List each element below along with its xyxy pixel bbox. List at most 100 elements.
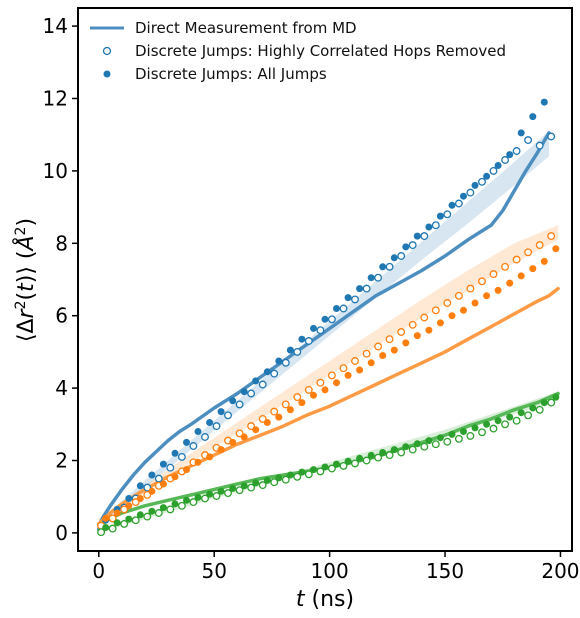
- open-point-series-2: [512, 255, 521, 264]
- filled-point-series-1: [286, 346, 294, 354]
- filled-point-series-3: [125, 515, 133, 523]
- filled-point-series-3: [552, 393, 560, 401]
- filled-point-series-3: [113, 519, 121, 527]
- open-point-series-1: [478, 177, 486, 186]
- open-point-series-1: [224, 411, 232, 420]
- filled-point-series-3: [436, 434, 444, 442]
- filled-point-series-2: [356, 366, 364, 374]
- open-point-series-3: [443, 437, 452, 446]
- filled-point-series-1: [240, 388, 248, 396]
- x-tick-label: 100: [311, 559, 349, 583]
- open-point-series-1: [247, 389, 256, 398]
- open-point-series-1: [316, 326, 325, 335]
- filled-point-series-2: [333, 379, 340, 387]
- open-point-series-3: [547, 398, 556, 407]
- filled-point-series-2: [506, 279, 514, 287]
- confidence-bands: [98, 131, 559, 533]
- filled-point-series-1: [171, 449, 179, 457]
- open-point-series-3: [235, 486, 244, 495]
- open-point-series-3: [177, 501, 186, 510]
- filled-point-series-3: [448, 430, 456, 438]
- filled-point-series-2: [102, 514, 110, 522]
- filled-point-series-1: [506, 151, 514, 159]
- open-point-series-2: [143, 490, 152, 499]
- open-point-series-2: [397, 328, 406, 336]
- open-point-series-1: [166, 463, 175, 472]
- open-point-series-3: [351, 459, 359, 468]
- filled-point-series-2: [402, 339, 410, 347]
- filled-point-series-1: [448, 201, 456, 209]
- open-point-series-1: [466, 188, 475, 197]
- filled-point-series-1: [206, 419, 214, 426]
- open-point-series-3: [304, 470, 313, 479]
- filled-point-series-3: [286, 471, 294, 479]
- filled-point-series-3: [252, 479, 260, 487]
- open-point-series-2: [524, 248, 533, 257]
- open-point-series-1: [189, 442, 198, 450]
- filled-point-series-3: [517, 409, 525, 417]
- open-point-series-1: [454, 199, 463, 208]
- open-point-series-1: [201, 433, 209, 441]
- filled-point-series-1: [402, 243, 410, 251]
- open-point-series-3: [166, 505, 175, 514]
- open-point-series-3: [339, 461, 348, 470]
- filled-point-series-1: [229, 397, 237, 405]
- open-point-series-3: [281, 475, 290, 484]
- filled-point-series-3: [379, 449, 387, 456]
- filled-point-series-2: [425, 326, 433, 334]
- filled-point-series-1: [183, 438, 190, 446]
- filled-point-series-3: [159, 504, 167, 512]
- y-tick-label: 12: [43, 87, 68, 111]
- open-point-series-1: [154, 474, 163, 483]
- open-point-series-1: [339, 304, 348, 313]
- md-curve-series-1: [97, 131, 551, 528]
- filled-point-series-1: [425, 223, 433, 231]
- y-tick-label: 0: [55, 521, 68, 545]
- open-point-series-3: [466, 431, 475, 440]
- filled-point-series-2: [344, 371, 352, 379]
- filled-point-series-1: [159, 460, 167, 468]
- open-point-series-3: [120, 519, 129, 528]
- open-point-series-3: [385, 451, 394, 460]
- open-point-series-2: [108, 514, 117, 523]
- open-point-series-2: [374, 342, 383, 351]
- filled-point-series-3: [460, 428, 467, 435]
- open-point-series-1: [351, 295, 359, 304]
- filled-point-series-3: [529, 404, 537, 412]
- open-point-series-3: [489, 424, 498, 433]
- open-point-series-2: [454, 291, 463, 300]
- filled-point-series-2: [494, 286, 502, 294]
- open-point-series-3: [501, 420, 510, 429]
- filled-point-series-2: [171, 473, 179, 481]
- filled-point-series-3: [494, 417, 502, 425]
- filled-point-series-2: [263, 419, 271, 426]
- filled-point-series-2: [413, 332, 421, 340]
- open-point-series-1: [524, 136, 533, 145]
- filled-point-series-3: [263, 476, 271, 484]
- open-point-series-1: [177, 452, 186, 461]
- open-point-series-3: [201, 494, 209, 503]
- filled-point-series-1: [540, 98, 548, 106]
- filled-point-series-1: [217, 408, 225, 416]
- open-point-series-1: [501, 156, 510, 164]
- open-point-series-1: [258, 380, 267, 389]
- plot-frame: [77, 7, 573, 552]
- filled-point-series-2: [517, 272, 525, 280]
- y-tick-label: 14: [43, 14, 68, 38]
- filled-point-series-1: [136, 482, 144, 490]
- y-tick-label: 10: [43, 159, 68, 183]
- open-point-series-3: [397, 448, 406, 457]
- filled-point-series-3: [148, 507, 156, 515]
- filled-point-series-3: [206, 490, 214, 498]
- filled-point-series-1: [529, 113, 537, 121]
- open-point-series-3: [212, 492, 221, 500]
- open-point-series-2: [351, 357, 359, 365]
- open-point-series-3: [258, 481, 267, 490]
- filled-point-series-2: [379, 352, 387, 359]
- filled-point-series-3: [471, 424, 479, 432]
- legend-open-circle-marker: [102, 46, 112, 56]
- filled-point-series-1: [333, 305, 340, 312]
- filled-point-series-1: [344, 294, 352, 302]
- filled-point-series-1: [321, 315, 329, 323]
